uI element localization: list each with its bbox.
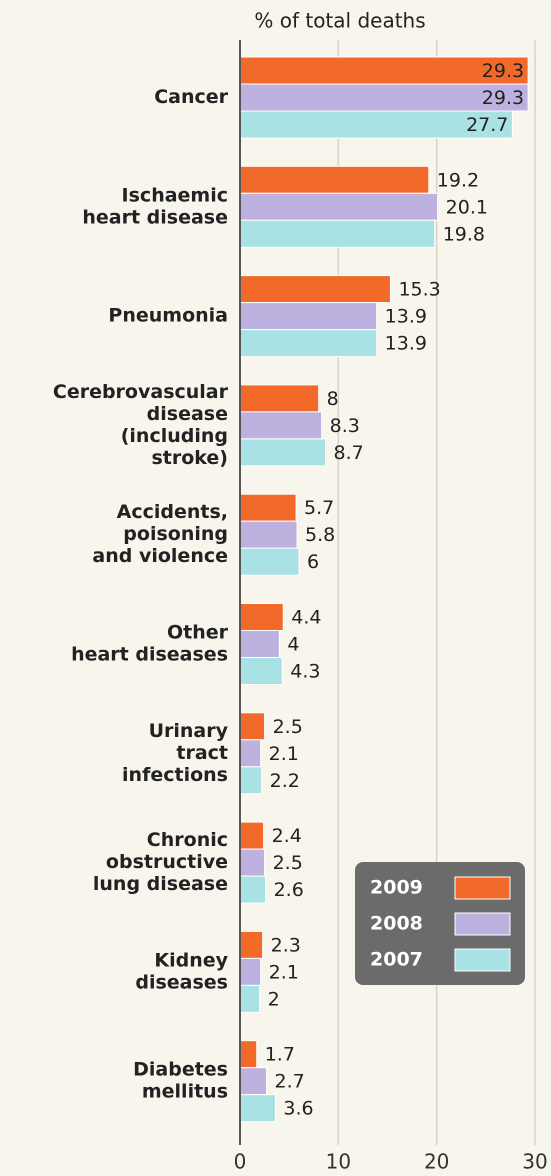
bar xyxy=(239,411,323,440)
bar xyxy=(239,192,439,221)
category-label: Chronic xyxy=(147,829,228,851)
value-label: 3.6 xyxy=(283,1098,313,1120)
bar xyxy=(239,110,513,139)
category-label: stroke) xyxy=(151,447,228,469)
value-label: 8.3 xyxy=(330,415,360,437)
value-label: 19.8 xyxy=(443,223,485,245)
bar xyxy=(239,630,280,658)
bar xyxy=(239,1094,276,1123)
bar xyxy=(239,165,430,194)
bar xyxy=(239,384,320,413)
value-label: 8 xyxy=(327,388,339,410)
category-label: Kidney xyxy=(154,949,228,971)
category-label: Cancer xyxy=(154,86,228,108)
category-label: Pneumonia xyxy=(108,305,228,327)
value-label: 2.7 xyxy=(275,1071,305,1093)
value-label: 2.1 xyxy=(269,743,299,765)
bar xyxy=(239,438,327,467)
category-label: (including xyxy=(121,425,228,447)
value-label: 4 xyxy=(287,634,299,656)
value-label: 2.2 xyxy=(270,770,300,792)
value-label: 2.5 xyxy=(273,716,303,738)
bar xyxy=(239,493,297,522)
category-label: poisoning xyxy=(123,523,228,545)
legend-swatch xyxy=(454,876,511,900)
value-label: 4.4 xyxy=(291,607,321,629)
category-label: mellitus xyxy=(142,1081,228,1103)
bar xyxy=(239,957,262,986)
category-label: tract xyxy=(176,742,228,764)
value-label: 2.3 xyxy=(271,934,301,956)
value-label: 2.4 xyxy=(272,825,302,847)
x-tick-label: 10 xyxy=(326,1150,351,1174)
bar xyxy=(239,712,266,741)
bar xyxy=(239,547,300,576)
category-label: Urinary xyxy=(149,720,229,742)
axis-title: % of total deaths xyxy=(254,9,425,33)
bar xyxy=(239,984,261,1013)
value-label: 2.5 xyxy=(273,852,303,874)
legend-label: 2008 xyxy=(370,913,423,935)
value-label: 2 xyxy=(268,988,280,1010)
legend-swatch xyxy=(454,912,511,936)
category-label: Diabetes xyxy=(133,1059,228,1081)
category-label: infections xyxy=(122,764,228,786)
bar xyxy=(239,520,298,549)
legend: 2009 2008 2007 xyxy=(355,862,525,985)
bar xyxy=(239,302,378,331)
bar xyxy=(239,739,262,768)
bar xyxy=(239,603,284,631)
x-tick-label: 0 xyxy=(234,1150,247,1174)
x-tick-label: 30 xyxy=(522,1150,547,1174)
bar xyxy=(239,821,265,850)
bar xyxy=(239,766,263,795)
category-label: diseases xyxy=(135,971,228,993)
category-label: heart diseases xyxy=(71,644,228,666)
category-label: Ischaemic xyxy=(122,184,228,206)
category-label: Cerebrovascular xyxy=(53,381,229,403)
category-label: lung disease xyxy=(93,873,228,895)
bar xyxy=(239,56,529,85)
legend-label: 2009 xyxy=(370,877,423,899)
bar xyxy=(239,275,391,304)
value-label: 27.7 xyxy=(466,114,508,136)
bar xyxy=(239,930,264,959)
legend-label: 2007 xyxy=(370,949,423,971)
bar xyxy=(239,657,283,685)
category-label: Accidents, xyxy=(117,501,228,523)
value-label: 4.3 xyxy=(290,661,320,683)
value-label: 13.9 xyxy=(385,333,427,355)
bar xyxy=(239,83,529,112)
bar xyxy=(239,848,266,877)
bar xyxy=(239,1040,258,1069)
value-label: 29.3 xyxy=(482,60,524,82)
legend-swatch xyxy=(454,948,511,972)
category-label: heart disease xyxy=(82,206,228,228)
value-label: 5.7 xyxy=(304,497,334,519)
bar xyxy=(239,1067,268,1096)
bar xyxy=(239,219,436,248)
value-label: 29.3 xyxy=(482,87,524,109)
x-tick-label: 20 xyxy=(424,1150,449,1174)
value-label: 20.1 xyxy=(446,196,488,218)
category-label: and violence xyxy=(92,545,228,567)
category-label: obstructive xyxy=(106,851,228,873)
category-label: Other xyxy=(167,622,229,644)
value-label: 5.8 xyxy=(305,524,335,546)
value-label: 15.3 xyxy=(398,279,440,301)
bar xyxy=(239,329,378,358)
value-label: 6 xyxy=(307,551,319,573)
category-label: disease xyxy=(147,403,228,425)
value-label: 2.6 xyxy=(274,879,304,901)
bar xyxy=(239,875,267,904)
value-label: 13.9 xyxy=(385,306,427,328)
value-label: 8.7 xyxy=(334,442,364,464)
value-label: 2.1 xyxy=(269,961,299,983)
value-label: 19.2 xyxy=(437,169,479,191)
value-label: 1.7 xyxy=(265,1044,295,1066)
